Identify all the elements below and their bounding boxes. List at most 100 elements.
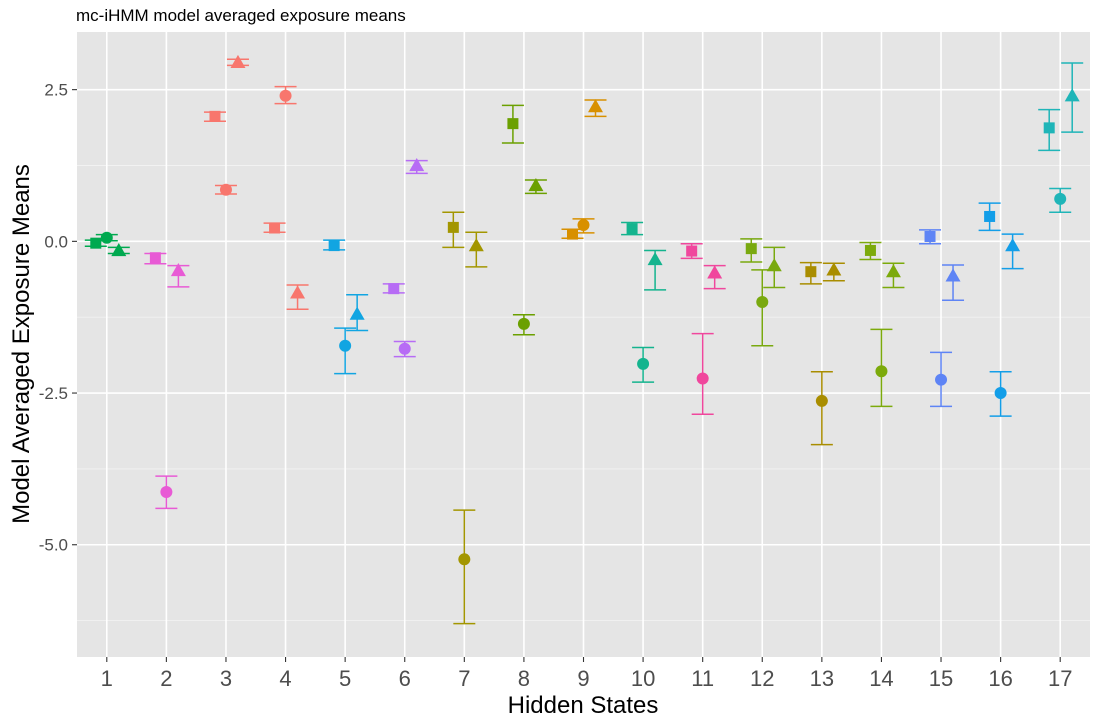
x-tick-label: 2 (160, 666, 172, 691)
point-group (942, 264, 965, 301)
triangle-point (707, 265, 723, 279)
square-point (567, 228, 578, 240)
x-tick-label: 7 (458, 666, 470, 691)
triangle-point (290, 285, 306, 299)
point-group (226, 54, 249, 68)
x-tick-label: 3 (220, 666, 232, 691)
data-marks (84, 54, 1084, 625)
point-group (691, 332, 714, 416)
circle-point (398, 342, 411, 355)
point-group (572, 218, 595, 234)
x-tick-label: 1 (101, 666, 113, 691)
square-point (149, 252, 161, 264)
point-group (274, 85, 297, 105)
point-group (107, 242, 130, 257)
y-axis-title: Model Averaged Exposure Means (8, 164, 35, 524)
triangle-point (349, 306, 365, 320)
square-point (1043, 122, 1055, 134)
circle-point (517, 317, 530, 330)
point-group (919, 229, 942, 245)
x-tick-label: 10 (631, 666, 655, 691)
point-group (405, 157, 428, 175)
circle-point (339, 339, 352, 352)
circle-point (100, 231, 113, 244)
point-group (144, 252, 167, 265)
point-group (621, 221, 644, 236)
point-group (799, 261, 822, 285)
x-tick-label: 14 (869, 666, 893, 691)
point-group (810, 371, 833, 446)
point-group (286, 284, 309, 311)
circle-point (577, 218, 590, 231)
triangle-point (647, 252, 663, 266)
circle-point (875, 365, 888, 378)
triangle-point (111, 242, 127, 257)
triangle-point (1005, 238, 1021, 252)
y-tick-label: 2.5 (44, 81, 68, 100)
x-axis-title: Hidden States (508, 692, 659, 719)
square-point (745, 243, 757, 255)
x-tick-label: 15 (929, 666, 953, 691)
point-group (442, 211, 465, 249)
triangle-point (826, 262, 842, 276)
circle-point (219, 183, 232, 196)
square-point (388, 283, 400, 295)
square-point (924, 230, 936, 242)
x-tick-label: 12 (750, 666, 774, 691)
triangle-point (945, 268, 961, 282)
point-group (393, 340, 416, 358)
point-group (524, 178, 547, 195)
chart-title: mc-iHMM model averaged exposure means (76, 6, 406, 25)
circle-point (994, 387, 1007, 400)
circle-point (696, 372, 709, 385)
x-tick-label: 17 (1048, 666, 1072, 691)
point-group (584, 99, 607, 118)
point-group (323, 239, 346, 252)
circle-point (1054, 192, 1067, 205)
x-tick-label: 16 (988, 666, 1012, 691)
x-tick-label: 9 (577, 666, 589, 691)
square-point (328, 240, 340, 252)
x-axis: 1 2 3 4 5 6 7 8 9 10 11 12 13 14 15 16 17 (101, 657, 1072, 691)
circle-point (756, 296, 769, 309)
x-tick-label: 4 (279, 666, 291, 691)
circle-point (279, 89, 292, 102)
x-tick-label: 13 (810, 666, 834, 691)
point-group (859, 241, 882, 261)
circle-point (458, 553, 471, 566)
circle-point (637, 357, 650, 370)
circle-point (160, 485, 173, 498)
triangle-point (230, 54, 246, 68)
triangle-point (1064, 88, 1080, 102)
square-point (805, 266, 817, 278)
point-group (263, 222, 286, 234)
triangle-point (170, 262, 186, 277)
point-group (1001, 233, 1024, 270)
point-group (501, 104, 524, 144)
point-group (453, 509, 476, 625)
triangle-point (766, 258, 782, 272)
point-group (978, 202, 1001, 232)
square-point (626, 223, 638, 235)
point-group (703, 264, 726, 290)
point-group (989, 371, 1012, 417)
y-tick-label: -2.5 (39, 384, 68, 403)
square-point (269, 222, 281, 234)
triangle-point (528, 178, 544, 192)
point-group (1061, 62, 1084, 133)
point-group (930, 351, 953, 408)
point-group (822, 262, 845, 282)
point-group (870, 328, 893, 408)
square-point (447, 221, 459, 233)
point-group (167, 262, 190, 288)
point-group (155, 475, 178, 510)
y-axis: 2.5 0.0 -2.5 -5.0 (39, 81, 77, 555)
point-group (632, 346, 655, 383)
x-tick-label: 6 (399, 666, 411, 691)
triangle-point (409, 157, 425, 172)
square-point (984, 210, 996, 222)
point-group (740, 238, 763, 263)
circle-point (815, 394, 828, 407)
point-group (512, 314, 535, 336)
